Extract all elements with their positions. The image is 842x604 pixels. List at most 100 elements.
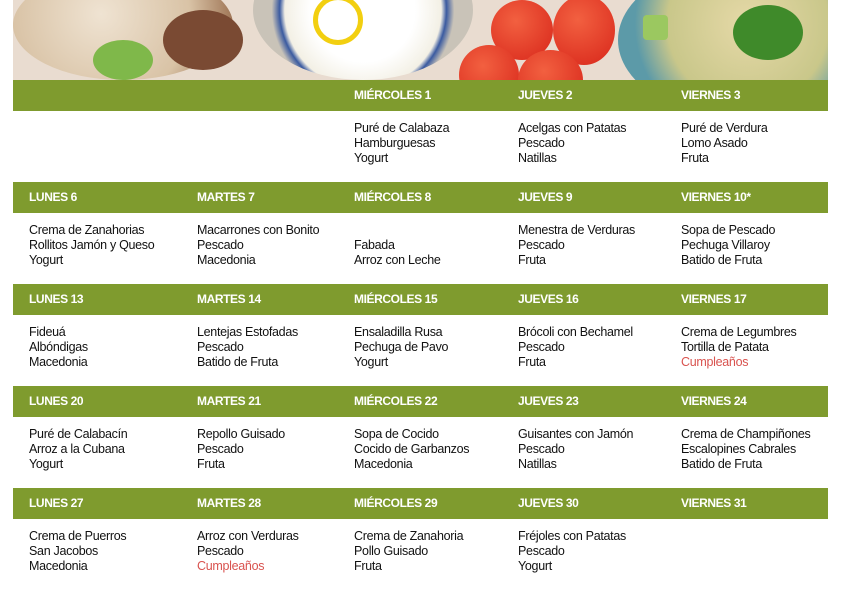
dish-item: Pescado [518,442,565,456]
day-menu-cell: Puré de Calabaza Hamburguesas Yogurt [354,111,518,182]
day-header: JUEVES 23 [518,394,579,408]
dish-item: Pechuga de Pavo [354,340,449,354]
week-header-row: LUNES 20 MARTES 21 MIÉRCOLES 22 JUEVES 23 VI… [13,386,828,417]
dish-item: Rollitos Jamón y Queso [29,238,155,252]
dish-item: Batido de Fruta [197,355,278,369]
yogurt-bowl-image [253,0,473,80]
dish-item: Lentejas Estofadas [197,325,298,339]
dish-item: Arroz a la Cubana [29,442,125,456]
day-menu-cell: Sopa de Pescado Pechuga Villaroy Batido de… [681,213,828,284]
week-header-row: LUNES 13 MARTES 14 MIÉRCOLES 15 JUEVES 16 VI… [13,284,828,315]
dish-item: Pescado [518,340,565,354]
day-header [197,80,354,111]
dish-item: Puré de Calabaza [354,121,450,135]
dish-item: Yogurt [29,457,63,471]
day-menu-cell: Ensaladilla Rusa Pechuga de Pavo Yogurt [354,315,518,386]
week-menu-row: Crema de Puerros San Jacobos Macedonia Arro… [13,519,828,590]
day-menu-cell: Crema de Zanahoria Pollo Guisado Fruta [354,519,518,590]
day-header: JUEVES 9 [518,190,573,204]
dish-item: Batido de Fruta [681,457,762,471]
dish-item: Lomo Asado [681,136,748,150]
dish-item: Arroz con Leche [354,253,441,267]
dish-item: Fruta [354,559,382,573]
dish-item: Menestra de Verduras [518,223,635,237]
day-menu-cell: Fideuá Albóndigas Macedonia [13,315,197,386]
dish-item: Fruta [681,151,709,165]
dish-item: Pescado [197,544,244,558]
dish-item: Acelgas con Patatas [518,121,627,135]
dish-item: Fruta [197,457,225,471]
day-header: VIERNES 31 [681,496,747,510]
day-menu-cell: Repollo Guisado Pescado Fruta [197,417,354,488]
week-header-row: LUNES 27 MARTES 28 MIÉRCOLES 29 JUEVES 30 VI… [13,488,828,519]
dish-item: Yogurt [29,253,63,267]
day-menu-cell: Guisantes con Jamón Pescado Natillas [518,417,681,488]
week-menu-row: Puré de Calabacín Arroz a la Cubana Yogurt… [13,417,828,488]
dish-item: Pescado [518,238,565,252]
dish-item [354,223,518,238]
day-menu-cell: Macarrones con Bonito Pescado Macedonia [197,213,354,284]
day-menu-cell: Puré de Verdura Lomo Asado Fruta [681,111,828,182]
day-menu-cell: Sopa de Cocido Cocido de Garbanzos Macedon… [354,417,518,488]
food-banner-image [13,0,828,80]
birthday-item: Cumpleaños [681,355,749,369]
dish-item: Brócoli con Bechamel [518,325,633,339]
day-menu-cell: Fréjoles con Patatas Pescado Yogurt [518,519,681,590]
dish-item: Macedonia [354,457,413,471]
dish-item: Batido de Fruta [681,253,762,267]
dish-item: Yogurt [354,355,388,369]
dish-item: Crema de Legumbres [681,325,797,339]
dish-item: Macedonia [29,355,88,369]
day-header: VIERNES 17 [681,292,747,306]
day-header: MIÉRCOLES 15 [354,292,438,306]
day-menu-cell: Crema de Puerros San Jacobos Macedonia [13,519,197,590]
week-header-row: LUNES 6 MARTES 7 MIÉRCOLES 8 JUEVES 9 VIERNE… [13,182,828,213]
dish-item: Macedonia [197,253,256,267]
dish-item: Crema de Puerros [29,529,127,543]
day-menu-cell: Menestra de Verduras Pescado Fruta [518,213,681,284]
day-menu-cell [197,111,354,182]
dish-item: Fabada [354,238,395,252]
day-header: JUEVES 2 [518,88,573,102]
dish-item: Fruta [518,355,546,369]
birthday-item: Cumpleaños [197,559,265,573]
dish-item: Yogurt [518,559,552,573]
dish-item: Pescado [518,136,565,150]
dish-item: Repollo Guisado [197,427,285,441]
dish-item: Tortilla de Patata [681,340,769,354]
dish-item: Crema de Champiñones [681,427,811,441]
dish-item: Escalopines Cabrales [681,442,796,456]
day-menu-cell: Acelgas con Patatas Pescado Natillas [518,111,681,182]
menu-table: MIÉRCOLES 1 JUEVES 2 VIERNES 3 Puré de Cala… [13,80,828,590]
day-header: LUNES 20 [29,394,84,408]
day-header [13,80,197,111]
dish-item: Pescado [518,544,565,558]
dish-item: Macedonia [29,559,88,573]
day-menu-cell: Fabada Arroz con Leche [354,213,518,284]
day-menu-cell: Crema de Legumbres Tortilla de Patata Cump… [681,315,828,386]
dish-item: Cocido de Garbanzos [354,442,470,456]
dish-item: Guisantes con Jamón [518,427,634,441]
day-header: LUNES 13 [29,292,84,306]
day-header: MARTES 14 [197,292,261,306]
dish-item: Natillas [518,457,557,471]
day-menu-cell [681,519,828,590]
day-header: LUNES 27 [29,496,84,510]
dish-item: Fréjoles con Patatas [518,529,626,543]
day-header: MIÉRCOLES 29 [354,496,438,510]
dish-item: Natillas [518,151,557,165]
day-header: LUNES 6 [29,190,77,204]
day-header: MARTES 28 [197,496,261,510]
dish-item: Pescado [197,238,244,252]
day-header: MIÉRCOLES 22 [354,394,438,408]
dish-item: Yogurt [354,151,388,165]
dish-item: Arroz con Verduras [197,529,299,543]
dish-item: Crema de Zanahoria [354,529,464,543]
day-menu-cell: Lentejas Estofadas Pescado Batido de Fruta [197,315,354,386]
dish-item: Puré de Verdura [681,121,768,135]
dish-item: San Jacobos [29,544,98,558]
day-menu-cell: Brócoli con Bechamel Pescado Fruta [518,315,681,386]
day-header: MARTES 7 [197,190,255,204]
dish-item: Pechuga Villaroy [681,238,770,252]
week-menu-row: Crema de Zanahorias Rollitos Jamón y Ques… [13,213,828,284]
